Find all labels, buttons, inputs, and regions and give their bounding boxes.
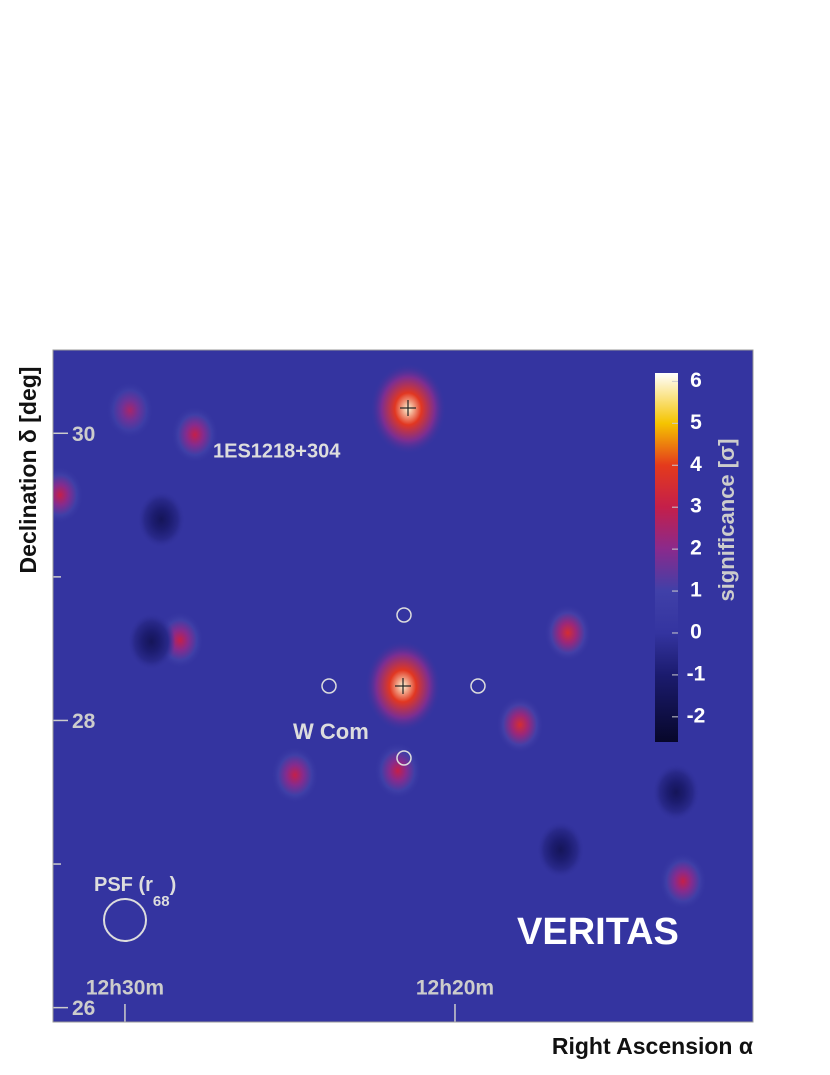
source-blob — [495, 695, 544, 754]
x-axis-label: Right Ascension α — [552, 1033, 753, 1059]
psf-label: PSF (r68) — [94, 874, 176, 910]
x-tick-label: 12h20m — [416, 977, 494, 1000]
y-tick-label: 28 — [72, 710, 96, 733]
annotation: 1ES1218+304 — [213, 440, 341, 462]
colorbar-tick-label: 5 — [690, 411, 702, 434]
source-blob — [373, 741, 422, 800]
colorbar-label: significance [σ] — [714, 439, 739, 602]
map — [53, 350, 753, 1022]
colorbar-tick-label: 2 — [690, 537, 702, 560]
colorbar-tick-label: 1 — [690, 579, 702, 602]
colorbar-tick-label: 4 — [690, 453, 702, 476]
psf-circle — [103, 898, 147, 942]
y-tick-label: 26 — [72, 997, 95, 1020]
source-blob — [536, 820, 585, 879]
colorbar-tick-label: 6 — [690, 369, 702, 392]
annotation: VERITAS — [517, 911, 679, 953]
source-blob — [270, 746, 319, 804]
source-blob — [105, 381, 154, 440]
source-blob — [659, 852, 708, 911]
source-blob — [652, 763, 701, 822]
source-blob — [127, 612, 176, 671]
source-markers — [395, 400, 416, 694]
annotation: W Com — [293, 719, 369, 744]
colorbar-tick-label: -1 — [687, 662, 706, 685]
source-blob — [53, 466, 84, 524]
colorbar — [655, 373, 678, 742]
plot-frame — [52, 349, 754, 1023]
colorbar-tick-label: 3 — [690, 495, 702, 518]
source-blob — [543, 604, 592, 662]
reflected-regions — [321, 607, 486, 766]
overlay: 1ES1218+304 W Com VERITAS PSF (r68) 2628… — [53, 369, 706, 1022]
x-tick-label: 12h30m — [86, 977, 164, 1000]
colorbar-tick-label: -2 — [687, 704, 706, 727]
y-axis-label: Declination δ [deg] — [15, 367, 41, 574]
colorbar-tick-label: 0 — [690, 621, 702, 644]
y-tick-label: 30 — [72, 423, 95, 446]
source-blob — [137, 490, 186, 549]
source-blob — [170, 405, 219, 464]
